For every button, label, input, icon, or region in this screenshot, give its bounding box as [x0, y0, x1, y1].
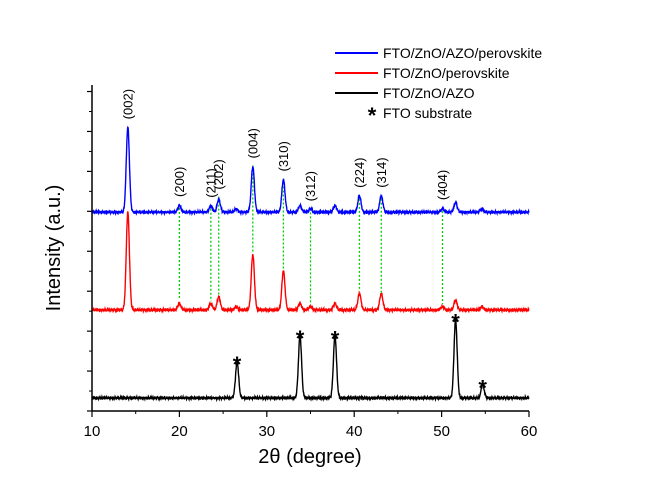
reflection-label-200: (200): [172, 167, 187, 197]
y-axis-title: Intensity (a.u.): [43, 185, 65, 312]
fto-marker-star: *: [296, 326, 305, 351]
reflection-label-404: (404): [435, 170, 450, 200]
reflection-label-312: (312): [303, 171, 318, 201]
fto-marker-star: *: [233, 352, 242, 377]
fto-marker-star: *: [451, 309, 460, 334]
legend-label-fto-zno-perovskite: FTO/ZnO/perovskite: [383, 65, 510, 81]
series-line-fto-zno-azo: [91, 317, 530, 403]
x-tick-label: 40: [346, 423, 363, 440]
reflection-label-310: (310): [276, 141, 291, 171]
reflection-label-224: (224): [352, 157, 367, 187]
x-tick-label: 50: [433, 423, 450, 440]
reflection-guide-lines: [178, 165, 444, 306]
x-tick-label: 60: [521, 423, 538, 440]
series-line-fto-zno-azo-perovskite: [91, 125, 530, 217]
data-series: [91, 125, 530, 403]
fto-marker-star: *: [331, 326, 340, 351]
reflection-label-202: (202): [211, 159, 226, 189]
x-ticks: 10 20 30 40 50 60: [84, 411, 538, 440]
legend: FTO/ZnO/AZO/perovskite FTO/ZnO/perovskite…: [335, 45, 542, 128]
reflection-label-314: (314): [374, 157, 389, 187]
x-tick-label: 10: [84, 423, 101, 440]
y-ticks: [87, 90, 92, 412]
fto-markers: * * * * *: [233, 309, 488, 400]
x-tick-label: 20: [171, 423, 188, 440]
axes: 10 20 30 40 50 60: [84, 85, 538, 440]
legend-label-fto-zno-azo-perovskite: FTO/ZnO/AZO/perovskite: [383, 45, 542, 61]
reflection-label-002: (002): [120, 89, 135, 119]
legend-label-fto-substrate: FTO substrate: [383, 105, 472, 121]
reflection-label-211: (211): [203, 168, 218, 197]
legend-symbol-fto-substrate: *: [368, 103, 377, 128]
reflection-label-004: (004): [245, 128, 260, 158]
x-axis-title: 2θ (degree): [258, 446, 361, 468]
fto-marker-star: *: [478, 375, 487, 400]
legend-label-fto-zno-azo: FTO/ZnO/AZO: [383, 85, 475, 101]
x-tick-label: 30: [258, 423, 275, 440]
series-line-fto-zno-perovskite: [91, 211, 530, 315]
reflection-labels: (002) (200) (211)(202) (004) (310) (312) (224)…: [120, 89, 450, 201]
